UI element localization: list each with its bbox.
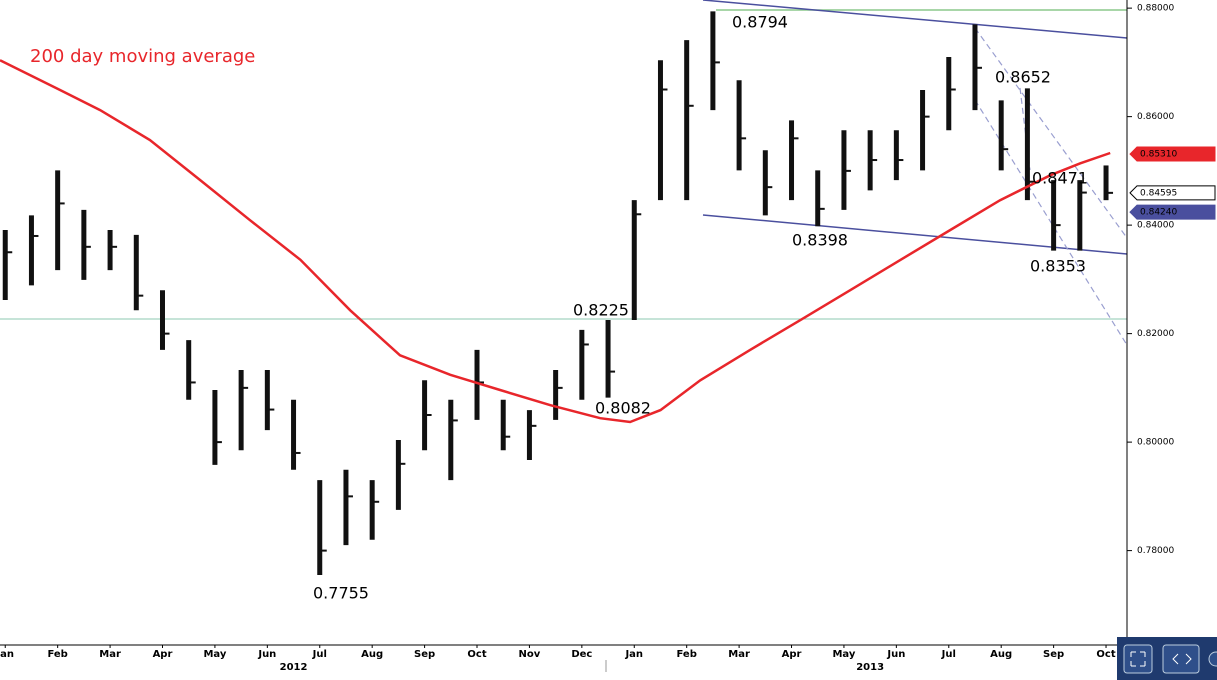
x-tick-label: May: [203, 649, 226, 660]
chart-title: 200 day moving average: [30, 46, 255, 67]
annotation: 0.8471: [1032, 169, 1088, 188]
annotation: 0.8082: [595, 399, 651, 418]
x-tick-label: Sep: [414, 649, 435, 660]
price-tag-label: 0.84595: [1140, 188, 1177, 198]
price-tag: [1129, 185, 1216, 201]
channel-bottom: [702, 214, 1128, 255]
year-label: 2012: [280, 662, 308, 673]
toolbar: [1117, 637, 1217, 680]
x-tick-label: Mar: [99, 649, 121, 660]
fullscreen-button[interactable]: [1123, 644, 1153, 674]
x-tick-label: Jul: [941, 649, 956, 660]
x-tick-label: Nov: [519, 649, 541, 660]
annotation: 0.8398: [792, 231, 848, 250]
x-tick-label: Oct: [467, 649, 486, 660]
x-tick-label: Jan: [624, 649, 643, 660]
price-tag-label: 0.84240: [1140, 208, 1177, 218]
annotation: 0.8652: [995, 68, 1051, 87]
nav-icon: [1172, 653, 1192, 665]
dashed-channel: [974, 99, 1128, 346]
x-tick-label: Feb: [47, 649, 67, 660]
x-tick-label: Aug: [361, 649, 383, 660]
price-tag: [1129, 204, 1216, 220]
y-tick-label: 0.86000: [1137, 112, 1174, 122]
x-tick-label: Apr: [153, 649, 173, 660]
x-tick-label: Apr: [782, 649, 802, 660]
plot: [0, 11, 1114, 576]
x-tick-label: Dec: [571, 649, 592, 660]
extra-button[interactable]: [1208, 651, 1217, 667]
x-tick-label: Aug: [990, 649, 1012, 660]
year-label: 2013: [856, 662, 884, 673]
dashed-channel: [974, 27, 1128, 239]
fullscreen-icon: [1130, 651, 1146, 667]
y-tick-label: 0.80000: [1137, 438, 1174, 448]
annotation: 0.7755: [313, 584, 369, 603]
y-tick-label: 0.84000: [1137, 221, 1174, 231]
y-tick-label: 0.78000: [1137, 546, 1174, 556]
annotation: 0.8794: [732, 13, 788, 32]
annotation: 0.8353: [1030, 257, 1086, 276]
x-tick-label: Jan: [0, 649, 14, 660]
x-tick-label: Jun: [886, 649, 905, 660]
annotation: 0.8225: [573, 301, 629, 320]
y-tick-label: 0.88000: [1137, 4, 1174, 14]
x-tick-label: Feb: [676, 649, 696, 660]
x-tick-label: Jun: [257, 649, 276, 660]
x-tick-label: Mar: [728, 649, 750, 660]
x-tick-label: Sep: [1043, 649, 1064, 660]
nav-button[interactable]: [1162, 644, 1200, 674]
channel-top: [702, 0, 1128, 39]
y-tick-label: 0.82000: [1137, 329, 1174, 339]
x-tick-label: Oct: [1096, 649, 1115, 660]
price-tag: [1129, 146, 1216, 162]
x-tick-label: May: [832, 649, 855, 660]
moving-average: [0, 59, 1111, 424]
x-tick-label: Jul: [312, 649, 327, 660]
price-tag-label: 0.85310: [1140, 150, 1177, 160]
